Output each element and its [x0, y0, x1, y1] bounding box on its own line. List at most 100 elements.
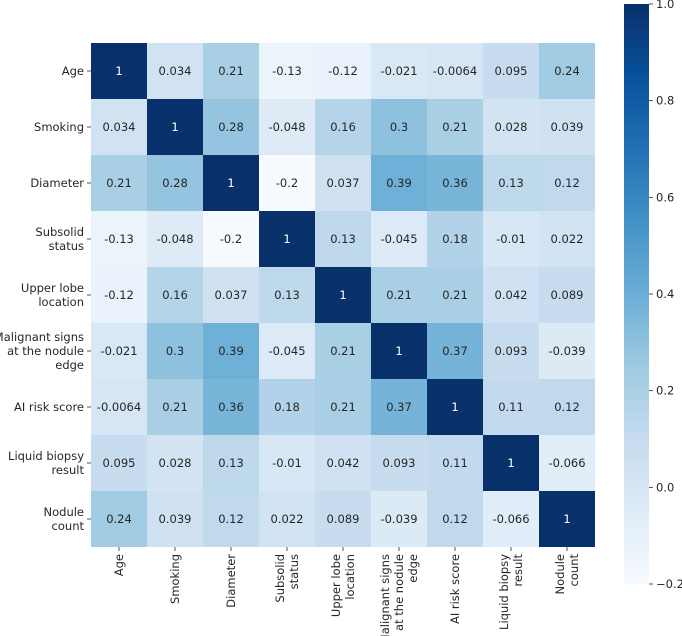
heatmap-cell — [539, 379, 595, 435]
heatmap-cell — [371, 379, 427, 435]
heatmap-cell — [539, 211, 595, 267]
heatmap-cell — [91, 491, 147, 547]
colorbar-tick-label: −0.2 — [656, 577, 682, 591]
heatmap-cell — [203, 491, 259, 547]
heatmap-value-label: 0.037 — [327, 176, 360, 190]
heatmap-value-label: -0.13 — [104, 232, 134, 246]
heatmap-value-label: 1 — [563, 512, 570, 526]
heatmap-value-label: 0.089 — [551, 288, 584, 302]
heatmap-value-label: 0.39 — [386, 176, 412, 190]
heatmap-value-label: 0.21 — [162, 400, 188, 414]
heatmap-value-label: 0.37 — [386, 400, 412, 414]
heatmap-value-label: -0.2 — [276, 176, 298, 190]
colorbar-gradient — [624, 4, 649, 584]
heatmap-value-label: -0.2 — [220, 232, 242, 246]
heatmap-value-label: 0.16 — [330, 120, 356, 134]
heatmap-value-label: 0.12 — [442, 512, 468, 526]
heatmap-cell — [259, 267, 315, 323]
heatmap-cell — [371, 99, 427, 155]
heatmap-cell — [147, 323, 203, 379]
heatmap-cell — [259, 155, 315, 211]
heatmap-cell — [539, 491, 595, 547]
heatmap-value-label: 0.042 — [495, 288, 528, 302]
heatmap-value-label: -0.12 — [104, 288, 134, 302]
heatmap-value-label: 0.093 — [495, 344, 528, 358]
column-tick-label: Subsolidstatus — [273, 554, 301, 603]
row-tick-label: Malignant signs at the nodule edge — [0, 330, 84, 372]
heatmap-value-label: 0.11 — [498, 400, 524, 414]
heatmap-value-label: 0.36 — [442, 176, 468, 190]
heatmap-value-label: -0.0064 — [97, 400, 141, 414]
colorbar-tick-label: 1.0 — [656, 0, 674, 11]
heatmap-cell — [203, 211, 259, 267]
column-tick-label: AI risk score — [448, 554, 462, 624]
heatmap-value-label: 0.028 — [159, 456, 192, 470]
heatmap-cell — [91, 267, 147, 323]
column-tick-label: Nodulecount — [553, 554, 581, 595]
heatmap-cell — [371, 211, 427, 267]
heatmap-value-label: -0.021 — [100, 344, 137, 358]
column-tick-label: Liquid biopsyresult — [497, 554, 525, 630]
heatmap-cell — [427, 435, 483, 491]
heatmap-cell — [427, 155, 483, 211]
heatmap-value-label: 0.24 — [106, 512, 132, 526]
heatmap-value-label: 0.39 — [218, 344, 244, 358]
row-tick-label: Nodule count — [44, 505, 85, 533]
heatmap-value-label: -0.048 — [268, 120, 305, 134]
heatmap-cell — [259, 491, 315, 547]
heatmap-cell — [91, 323, 147, 379]
heatmap-value-label: 0.21 — [442, 120, 468, 134]
heatmap-value-label: -0.13 — [272, 64, 302, 78]
heatmap-cell — [483, 323, 539, 379]
heatmap-value-label: -0.045 — [380, 232, 417, 246]
heatmap-value-label: 0.21 — [330, 344, 356, 358]
row-tick-label: Liquid biopsy result — [8, 449, 84, 477]
heatmap-value-label: -0.045 — [268, 344, 305, 358]
heatmap-value-label: 0.12 — [554, 176, 580, 190]
row-tick-label: Smoking — [34, 120, 84, 134]
heatmap-cell — [203, 267, 259, 323]
heatmap-value-label: 0.093 — [383, 456, 416, 470]
heatmap-value-label: 0.095 — [103, 456, 136, 470]
heatmap-cell — [315, 99, 371, 155]
heatmap-cell — [147, 435, 203, 491]
heatmap-cell — [147, 211, 203, 267]
heatmap-cell — [203, 99, 259, 155]
heatmap-value-label: 0.18 — [274, 400, 300, 414]
row-tick-label: Age — [62, 64, 84, 78]
colorbar-tick-label: 0.2 — [656, 384, 674, 398]
heatmap-cell — [315, 379, 371, 435]
colorbar-tick-label: 0.0 — [656, 480, 674, 494]
heatmap-cell — [371, 435, 427, 491]
heatmap-cell — [203, 155, 259, 211]
heatmap-value-label: 0.21 — [218, 64, 244, 78]
heatmap-cell — [371, 267, 427, 323]
heatmap-cell — [91, 379, 147, 435]
heatmap-value-label: 1 — [227, 176, 234, 190]
heatmap-value-label: 0.022 — [551, 232, 584, 246]
heatmap-value-label: 1 — [339, 288, 346, 302]
column-tick-label: Age — [112, 554, 126, 576]
colorbar-tick-label: 0.6 — [656, 190, 674, 204]
column-tick-label: Diameter — [224, 554, 238, 608]
heatmap-value-label: 0.24 — [554, 64, 580, 78]
heatmap-cell — [539, 323, 595, 379]
heatmap-cell — [147, 99, 203, 155]
heatmap-value-label: 0.28 — [162, 176, 188, 190]
heatmap-cell — [203, 323, 259, 379]
heatmap-value-label: 0.18 — [442, 232, 468, 246]
heatmap-value-labels: 1 0.034 0.21 -0.13 -0.12 -0.021 -0.0064 0.095 0.… — [97, 64, 586, 526]
heatmap-cell — [91, 435, 147, 491]
heatmap-value-label: 0.13 — [498, 176, 524, 190]
heatmap-cell — [259, 323, 315, 379]
column-tick-label: Malignant signsat the noduleedge — [378, 554, 420, 636]
heatmap-cells — [91, 43, 595, 547]
heatmap-value-label: -0.01 — [496, 232, 526, 246]
heatmap-value-label: 0.36 — [218, 400, 244, 414]
heatmap-cell — [315, 491, 371, 547]
heatmap-value-label: 1 — [395, 344, 402, 358]
column-tick-label: Upper lobelocation — [329, 554, 357, 617]
heatmap-value-label: 0.034 — [103, 120, 136, 134]
heatmap-cell — [483, 211, 539, 267]
heatmap-value-label: -0.039 — [548, 344, 585, 358]
